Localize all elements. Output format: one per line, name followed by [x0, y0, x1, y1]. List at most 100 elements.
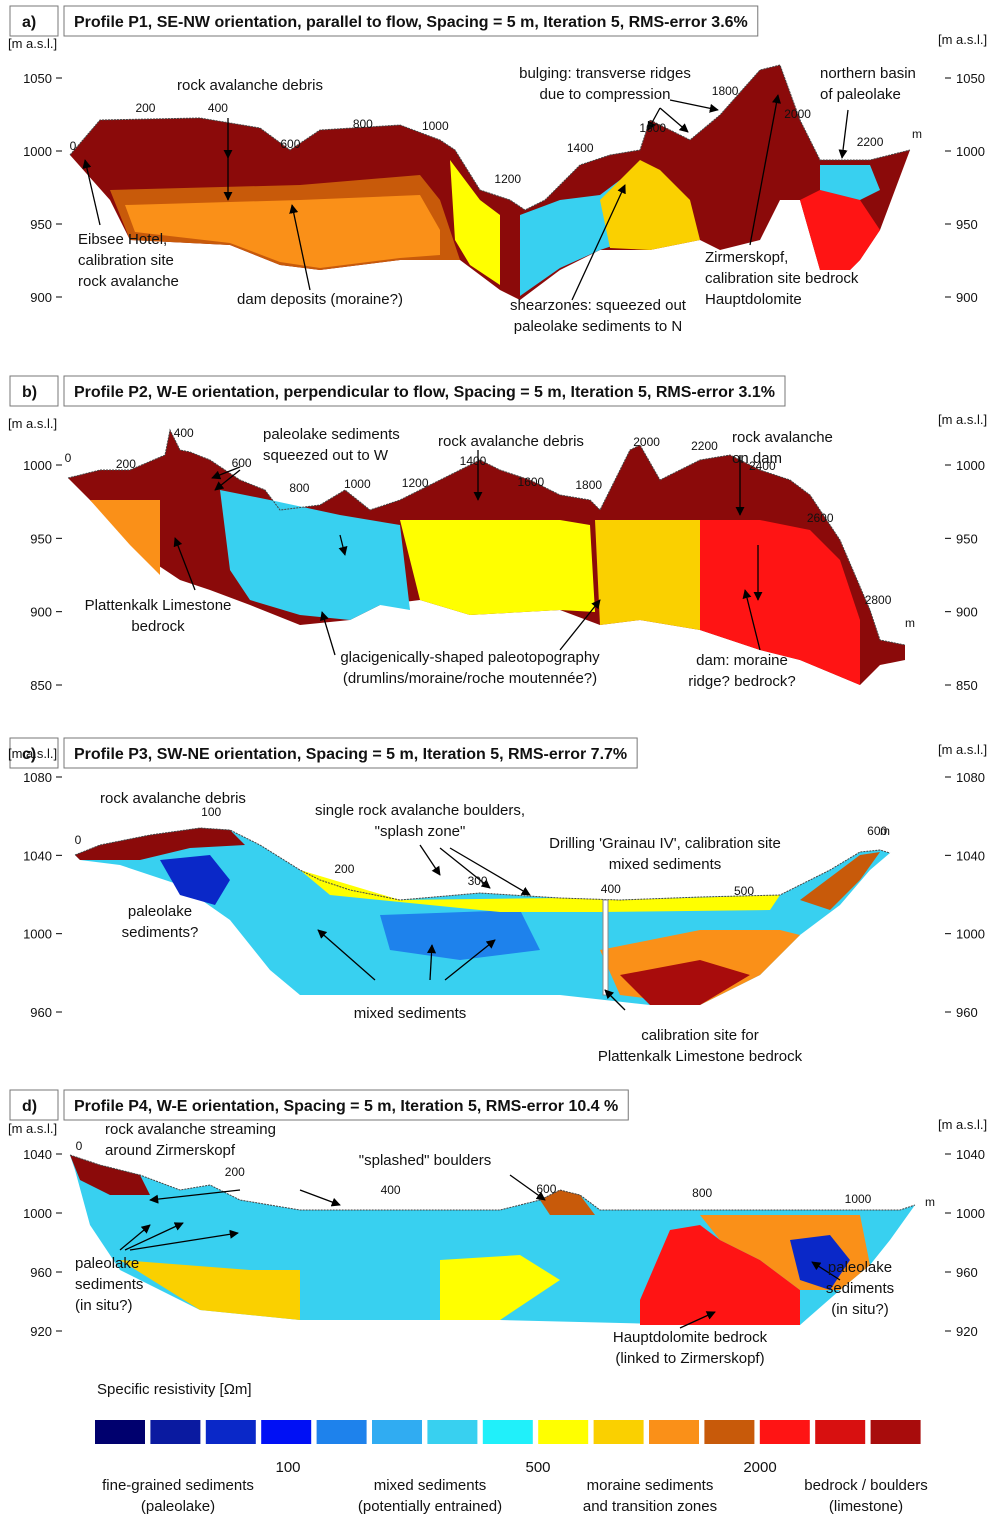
- panel-title: Profile P3, SW-NE orientation, Spacing =…: [74, 746, 627, 763]
- panel-title: Profile P2, W-E orientation, perpendicul…: [74, 384, 775, 401]
- y-tick-label-right: 1000: [956, 1206, 985, 1221]
- legend-title: Specific resistivity [Ωm]: [97, 1381, 252, 1398]
- panel-title-box: [63, 5, 759, 37]
- annotation: ridge? bedrock?: [688, 673, 796, 690]
- y-tick-label-right: 900: [956, 605, 978, 620]
- legend-class: bedrock / boulders: [804, 1477, 927, 1494]
- legend-tick: 500: [525, 1459, 550, 1476]
- distance-label: 400: [174, 426, 194, 440]
- annotation: bulging: transverse ridges: [519, 65, 691, 82]
- distance-label: 1000: [344, 477, 371, 491]
- distance-label: 2000: [784, 107, 811, 121]
- annotation: dam: moraine: [696, 652, 788, 669]
- annotation: calibration site: [78, 252, 174, 269]
- distance-label: 2800: [865, 593, 892, 607]
- distance-label: 1800: [575, 478, 602, 492]
- legend-tick: 100: [275, 1459, 300, 1476]
- distance-label: 0: [70, 139, 77, 153]
- legend-swatch: [649, 1420, 699, 1444]
- y-tick-label-left: 920: [30, 1324, 52, 1339]
- annotation: bedrock: [131, 618, 185, 635]
- annotation: (linked to Zirmerskopf): [615, 1350, 764, 1367]
- legend-swatch: [759, 1420, 810, 1444]
- annotation: "splash zone": [375, 823, 466, 840]
- distance-label: 500: [734, 884, 754, 898]
- annotation: due to compression: [540, 86, 671, 103]
- annotation: rock avalanche: [78, 273, 179, 290]
- annotation: single rock avalanche boulders,: [315, 802, 525, 819]
- annotation: Eibsee Hotel,: [78, 231, 167, 248]
- distance-label: 2600: [807, 511, 834, 525]
- distance-label: 1600: [639, 121, 666, 135]
- legend-tick: 2000: [743, 1459, 776, 1476]
- annotation: rock avalanche debris: [438, 433, 584, 450]
- profile-a: [69, 64, 911, 300]
- y-tick-label-left: 1080: [23, 770, 52, 785]
- legend-swatch: [261, 1420, 312, 1444]
- panel-title-box: [63, 737, 638, 769]
- legend-class: (potentially entrained): [358, 1498, 502, 1515]
- annotation: calibration site bedrock: [705, 270, 859, 287]
- y-tick-label-left: 950: [30, 217, 52, 232]
- annotation: around Zirmerskopf: [105, 1142, 236, 1159]
- y-tick-label-right: 1000: [956, 458, 985, 473]
- distance-label: 600: [536, 1182, 556, 1196]
- y-tick-label-right: 950: [956, 531, 978, 546]
- unit-left: [m a.s.l.]: [8, 36, 57, 51]
- annotation: Hauptdolomite bedrock: [613, 1329, 768, 1346]
- annotation: squeezed out to W: [263, 447, 389, 464]
- legend-swatch: [870, 1420, 921, 1444]
- annotation: rock avalanche debris: [100, 790, 246, 807]
- panel-label-box: [9, 5, 59, 37]
- legend-swatch: [316, 1420, 367, 1444]
- legend-class: (paleolake): [141, 1498, 215, 1515]
- distance-label: 1400: [460, 454, 487, 468]
- distance-label: 200: [116, 457, 136, 471]
- legend-class: and transition zones: [583, 1498, 717, 1515]
- y-tick-label-right: 920: [956, 1324, 978, 1339]
- distance-label: 200: [334, 862, 354, 876]
- annotation: (in situ?): [831, 1301, 889, 1318]
- panel-label: d): [22, 1098, 37, 1115]
- distance-unit: m: [905, 616, 915, 630]
- y-tick-label-left: 1000: [23, 1206, 52, 1221]
- y-tick-label-right: 960: [956, 1265, 978, 1280]
- annotation: Plattenkalk Limestone: [85, 597, 232, 614]
- legend-swatch: [427, 1420, 478, 1444]
- annotation: shearzones: squeezed out: [510, 297, 687, 314]
- legend-class: (limestone): [829, 1498, 903, 1515]
- arrows: [82, 94, 849, 1329]
- legend-swatch: [593, 1420, 644, 1444]
- annotation: dam deposits (moraine?): [237, 291, 403, 308]
- distance-label: 2400: [749, 459, 776, 473]
- distance-label: 300: [468, 874, 488, 888]
- distance-label: 600: [867, 824, 887, 838]
- panel-title-box: [63, 1089, 629, 1121]
- annotation: rock avalanche: [732, 429, 833, 446]
- distance-unit: m: [925, 1195, 935, 1209]
- distance-label: 1800: [712, 84, 739, 98]
- annotation: sediments: [75, 1276, 143, 1293]
- annotation: sediments?: [122, 924, 199, 941]
- distance-label: 800: [353, 117, 373, 131]
- y-tick-label-left: 1000: [23, 927, 52, 942]
- distance-label: 2000: [633, 435, 660, 449]
- y-tick-label-left: 900: [30, 605, 52, 620]
- panel-label: c): [22, 746, 36, 763]
- unit-right: [m a.s.l.]: [938, 412, 987, 427]
- distance-label: 200: [225, 1165, 245, 1179]
- annotation: rock avalanche debris: [177, 77, 323, 94]
- annotation: on dam: [732, 450, 782, 467]
- annotation: Plattenkalk Limestone bedrock: [598, 1048, 803, 1065]
- y-tick-label-right: 1000: [956, 927, 985, 942]
- profile-b: [67, 428, 906, 685]
- legend-swatch: [205, 1420, 256, 1444]
- annotation: "splashed" boulders: [359, 1152, 491, 1169]
- annotation: mixed sediments: [354, 1005, 467, 1022]
- distance-label: 1200: [494, 172, 521, 186]
- annotation: of paleolake: [820, 86, 901, 103]
- unit-left: [m a.s.l.]: [8, 1121, 57, 1136]
- y-tick-label-left: 960: [30, 1265, 52, 1280]
- annotation: (drumlins/moraine/roche moutennée?): [343, 670, 597, 687]
- distance-label: 1000: [422, 119, 449, 133]
